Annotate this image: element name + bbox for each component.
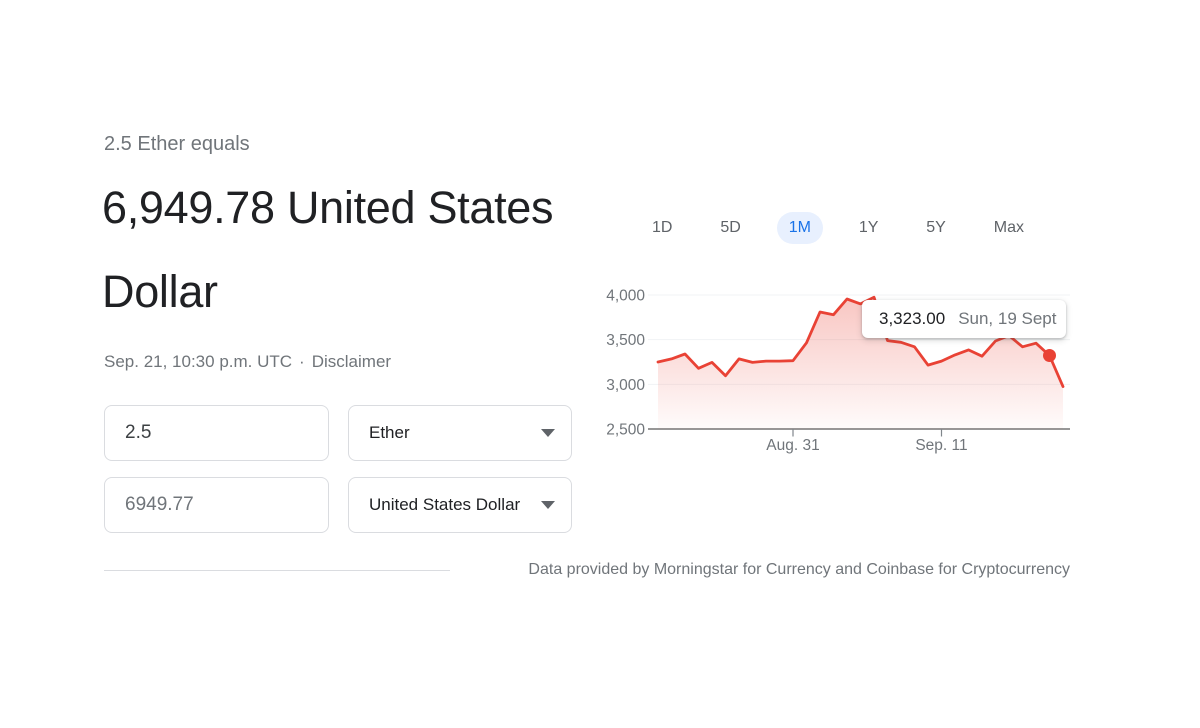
timestamp: Sep. 21, 10:30 p.m. UTC: [104, 352, 293, 371]
disclaimer-link[interactable]: Disclaimer: [311, 352, 392, 371]
area-fill: [658, 297, 1063, 429]
to-amount-input[interactable]: [104, 477, 329, 533]
conversion-result: 6,949.78 United States Dollar: [102, 182, 554, 317]
y-axis-label: 4,000: [606, 288, 645, 305]
from-currency-value: Ether: [369, 423, 410, 442]
data-attribution: Data provided by Morningstar for Currenc…: [528, 561, 1070, 578]
x-axis-label: Sep. 11: [915, 437, 967, 454]
chevron-down-icon: [541, 429, 555, 437]
y-axis-label: 3,500: [606, 332, 645, 349]
x-axis-label: Aug. 31: [766, 437, 819, 454]
conversion-source-label: 2.5 Ether equals: [104, 133, 250, 155]
price-line: [656, 295, 1065, 388]
highlight-dot: [1043, 348, 1056, 362]
range-tab-1m[interactable]: 1M: [776, 212, 823, 244]
from-amount-input[interactable]: [104, 405, 329, 461]
range-tab-1d[interactable]: 1D: [640, 212, 684, 244]
footer-divider: [104, 570, 450, 571]
timestamp-row: Sep. 21, 10:30 p.m. UTC · Disclaimer: [104, 352, 391, 372]
range-tab-5d[interactable]: 5D: [708, 212, 752, 244]
range-tab-1y[interactable]: 1Y: [847, 212, 891, 244]
to-currency-select[interactable]: United States Dollar: [348, 477, 572, 533]
chevron-down-icon: [541, 501, 555, 509]
y-axis-label: 2,500: [606, 422, 645, 439]
time-range-tabs: 1D 5D 1M 1Y 5Y Max: [640, 211, 1036, 245]
range-tab-max[interactable]: Max: [982, 212, 1036, 244]
y-axis-label: 3,000: [606, 377, 645, 394]
price-chart-svg: 2,500 3,000 3,500 4,000 Aug. 31 Sep. 11: [606, 288, 1070, 454]
from-currency-select[interactable]: Ether: [348, 405, 572, 461]
to-currency-value: United States Dollar: [369, 495, 521, 514]
tooltip-value: 3,323.00: [879, 309, 946, 328]
range-tab-5y[interactable]: 5Y: [914, 212, 958, 244]
price-chart[interactable]: 2,500 3,000 3,500 4,000 Aug. 31 Sep. 11 3,323…: [595, 285, 1070, 465]
chart-tooltip: 3,323.00 Sun, 19 Sept: [862, 300, 1066, 338]
dot-separator: ·: [299, 352, 305, 371]
tooltip-date: Sun, 19 Sept: [958, 309, 1057, 328]
